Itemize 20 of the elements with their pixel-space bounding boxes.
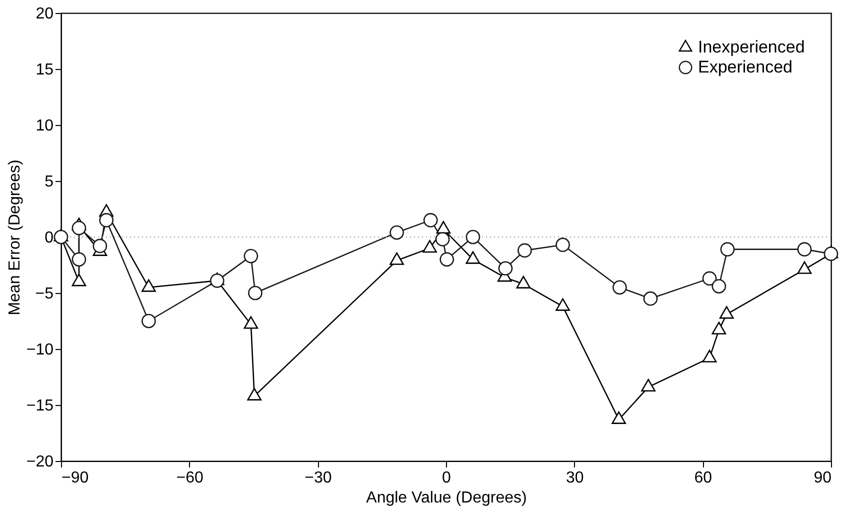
x-axis-title: Angle Value (Degrees) bbox=[366, 490, 527, 506]
x-tick-label: 30 bbox=[566, 470, 584, 486]
x-tick-label: 90 bbox=[814, 470, 832, 486]
y-tick-label: 0 bbox=[44, 230, 54, 246]
x-tick-label: 60 bbox=[694, 470, 712, 486]
y-tick-label: −20 bbox=[26, 454, 54, 470]
y-tick-label: 20 bbox=[36, 6, 54, 22]
y-tick-label: 5 bbox=[44, 174, 54, 190]
y-axis-title: Mean Error (Degrees) bbox=[6, 160, 24, 316]
legend-label: Inexperienced bbox=[698, 38, 805, 56]
y-tick-label: 15 bbox=[36, 62, 54, 78]
y-tick-label: −15 bbox=[26, 398, 54, 414]
y-tick-label: −10 bbox=[26, 342, 54, 358]
x-tick-label: 0 bbox=[442, 470, 452, 486]
x-tick-label: −90 bbox=[62, 470, 89, 486]
x-tick-label: −30 bbox=[304, 470, 332, 486]
x-tick-label: −60 bbox=[176, 470, 204, 486]
y-tick-label: 10 bbox=[36, 118, 54, 134]
y-tick-label: −5 bbox=[35, 286, 54, 302]
legend-label: Experienced bbox=[698, 58, 793, 76]
